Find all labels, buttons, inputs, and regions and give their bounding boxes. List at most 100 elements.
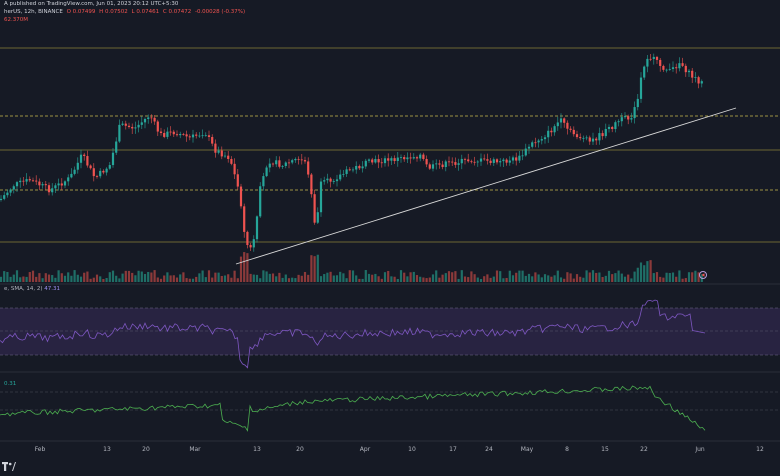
- volume-bar: [467, 277, 470, 282]
- ohlc-change: -0.00028 (-0.37%): [194, 9, 246, 15]
- volume-bar: [233, 270, 236, 282]
- volume-bar: [687, 272, 691, 282]
- candle-body: [537, 140, 540, 143]
- candle-body: [627, 116, 630, 120]
- volume-bar: [681, 278, 684, 282]
- x-axis-label: 8: [565, 446, 569, 453]
- candle-body: [700, 81, 703, 84]
- candle-body: [681, 63, 684, 66]
- volume-bar: [454, 271, 457, 282]
- candle-body: [697, 77, 700, 84]
- volume-bar: [124, 270, 127, 282]
- volume-bar: [374, 273, 377, 282]
- volume-bar: [326, 272, 329, 282]
- candle-body: [665, 69, 668, 71]
- x-axis-label: 10: [408, 446, 416, 453]
- volume-bar: [25, 276, 28, 282]
- candle-body: [44, 184, 47, 186]
- indicator2-legend[interactable]: 0.31: [4, 381, 16, 387]
- volume-bar: [428, 277, 431, 282]
- volume-bar: [179, 274, 182, 282]
- candle-body: [335, 179, 339, 182]
- candle-body: [479, 158, 483, 162]
- candle-body: [383, 158, 387, 164]
- volume-bar: [415, 275, 419, 282]
- volume-bar: [425, 278, 428, 282]
- candle-body: [163, 133, 166, 137]
- volume-bar: [201, 270, 204, 282]
- candle-body: [505, 159, 508, 163]
- volume-bar: [499, 271, 502, 282]
- volume-bar: [684, 278, 687, 282]
- candle-body: [54, 185, 57, 189]
- candle-body: [633, 107, 636, 119]
- candle-body: [169, 131, 172, 133]
- rsi-legend[interactable]: e, SMA, 14, 2) 47.31: [4, 286, 60, 292]
- volume-bar: [502, 278, 505, 282]
- candle-body: [607, 126, 611, 129]
- volume-bar: [243, 252, 246, 282]
- volume-bar: [57, 270, 60, 282]
- volume-bar: [633, 271, 636, 282]
- volume-bar: [83, 272, 86, 282]
- candle-body: [227, 155, 230, 159]
- candle-body: [249, 245, 252, 248]
- volume-bar: [399, 270, 403, 282]
- volume-bar: [47, 274, 51, 282]
- volume-bar: [463, 276, 467, 282]
- candle-body: [137, 124, 140, 128]
- volume-bar: [569, 273, 572, 282]
- volume-bar: [223, 275, 227, 282]
- candle-body: [422, 154, 425, 159]
- volume-bar: [665, 272, 668, 282]
- candle-body: [412, 157, 415, 159]
- volume-bar: [217, 272, 220, 282]
- candle-body: [19, 180, 22, 183]
- volume-bar: [38, 273, 41, 282]
- volume-bar: [649, 260, 652, 282]
- x-axis-label: Mar: [189, 446, 201, 453]
- candle-body: [115, 141, 118, 153]
- candle-body: [83, 154, 86, 157]
- volume-bar: [361, 278, 364, 282]
- volume-bar: [508, 270, 511, 282]
- replay-icon[interactable]: [699, 271, 707, 279]
- volume-bar: [646, 261, 649, 282]
- volume-bar: [172, 275, 175, 282]
- volume-bar: [102, 278, 105, 282]
- volume-bar: [479, 278, 483, 282]
- candle-body: [595, 138, 598, 141]
- volume-bar: [553, 275, 556, 282]
- candle-body: [243, 206, 246, 232]
- candle-body: [67, 177, 70, 182]
- volume-bar: [559, 277, 563, 282]
- candle-body: [291, 160, 294, 163]
- candle-body: [22, 180, 25, 182]
- candle-body: [675, 67, 678, 69]
- volume-bar: [537, 274, 540, 282]
- candle-body: [486, 159, 489, 161]
- candle-body: [140, 122, 143, 125]
- tradingview-logo-icon: [2, 457, 16, 471]
- volume-bar: [185, 278, 188, 282]
- candle-body: [463, 158, 467, 160]
- candle-body: [92, 168, 95, 177]
- candle-body: [175, 134, 179, 136]
- volume-bar: [652, 273, 655, 282]
- volume-bar: [383, 272, 387, 282]
- volume-bar: [86, 271, 89, 282]
- volume-bar: [95, 274, 99, 282]
- candle-body: [575, 134, 579, 138]
- volume-bar: [601, 276, 604, 282]
- candle-body: [310, 174, 313, 195]
- volume-bar: [489, 277, 492, 282]
- candle-body: [121, 123, 124, 125]
- volume-bar: [473, 274, 476, 282]
- volume-bar: [70, 275, 73, 282]
- candle-body: [111, 152, 115, 166]
- candle-body: [198, 135, 201, 137]
- candle-body: [9, 189, 12, 193]
- volume-bar: [60, 273, 63, 282]
